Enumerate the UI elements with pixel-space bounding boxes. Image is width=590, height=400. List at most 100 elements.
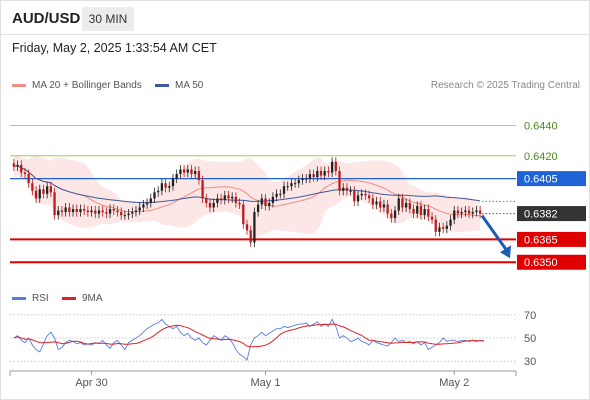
candle — [416, 201, 419, 219]
candle — [453, 205, 456, 225]
candle — [297, 175, 300, 188]
candle-body — [97, 210, 101, 214]
candle — [179, 164, 182, 179]
candle — [42, 184, 45, 199]
datetime-text: Friday, May 2, 2025 1:33:54 AM CET — [12, 41, 217, 55]
candle-body — [57, 210, 60, 216]
candle — [219, 193, 223, 205]
candle — [293, 178, 297, 188]
candle-body — [127, 213, 130, 216]
candle — [356, 190, 360, 206]
candle — [441, 222, 445, 234]
label-pivot-box — [517, 171, 586, 187]
candle-body — [397, 198, 400, 211]
candle — [479, 205, 482, 219]
candle — [234, 192, 238, 208]
candle-body — [149, 198, 152, 203]
candle-body — [20, 164, 23, 173]
candle-body — [179, 169, 182, 175]
candle-body — [375, 201, 378, 205]
candle — [367, 190, 371, 203]
candle — [75, 204, 78, 217]
candle — [142, 199, 145, 213]
candle-body — [449, 219, 452, 226]
candle — [423, 204, 426, 220]
candle — [23, 167, 27, 179]
candle-body — [123, 215, 127, 217]
candle-body — [105, 212, 108, 214]
candle-body — [330, 161, 334, 173]
candle — [430, 212, 434, 225]
candle — [408, 198, 411, 214]
candle-body — [112, 209, 115, 211]
candle-body — [323, 171, 326, 176]
forecast-arrow-head — [500, 245, 511, 259]
candle — [375, 196, 378, 210]
ma50-swatch — [155, 84, 169, 87]
candle — [60, 205, 64, 217]
candle-body — [242, 204, 245, 225]
candle-body — [145, 202, 149, 205]
rsi-tick-50: 50 — [524, 333, 536, 345]
candle — [83, 204, 86, 216]
candle-body — [408, 202, 411, 210]
candle — [208, 198, 212, 213]
candle — [338, 166, 341, 196]
candle — [279, 189, 282, 199]
candle — [349, 186, 352, 196]
candle-body — [175, 174, 178, 179]
candle — [197, 166, 201, 185]
timeframe-badge[interactable]: 30 MIN — [82, 7, 134, 31]
label-support-1-box — [517, 231, 586, 247]
candle-body — [194, 171, 197, 175]
x-tick-label: Apr 30 — [75, 377, 107, 389]
label-last: 0.6382 — [524, 209, 558, 221]
candle — [323, 166, 326, 181]
candle — [330, 157, 334, 178]
candle — [138, 202, 141, 216]
rsi-swatch — [12, 297, 26, 300]
candle — [264, 193, 267, 211]
candle — [116, 205, 119, 217]
candle-body — [316, 171, 319, 178]
candle — [282, 181, 286, 199]
candle — [160, 178, 164, 196]
candle — [286, 181, 289, 191]
candle-body — [116, 210, 119, 213]
candle-body — [342, 187, 345, 191]
candle-body — [379, 201, 382, 208]
candle-body — [434, 219, 437, 232]
candle — [123, 210, 127, 220]
candle-body — [290, 183, 293, 187]
candle-body — [345, 187, 349, 191]
candle — [271, 192, 275, 208]
candle-body — [245, 224, 249, 231]
candle-body — [353, 190, 356, 202]
candle-body — [356, 195, 360, 202]
candle-body — [208, 202, 212, 208]
legend-rsi-label: RSI — [32, 293, 49, 304]
candle — [360, 189, 363, 200]
candle-body — [268, 202, 271, 206]
candle — [475, 205, 478, 217]
candle — [205, 193, 208, 208]
candle — [53, 187, 56, 220]
label-pivot: 0.6405 — [524, 174, 558, 186]
candle-body — [164, 183, 167, 188]
candle-body — [120, 212, 123, 216]
candle-body — [31, 183, 34, 191]
candle — [164, 178, 167, 193]
candle — [301, 174, 304, 185]
candle-body — [216, 198, 219, 203]
candle-body — [134, 210, 138, 213]
candle — [168, 181, 171, 193]
candle — [312, 169, 315, 182]
candle-body — [205, 198, 208, 203]
candle-body — [293, 183, 297, 185]
header-divider — [0, 34, 590, 35]
candle — [412, 204, 415, 219]
candle — [371, 193, 374, 210]
candle-body — [153, 192, 156, 199]
candle-body — [231, 196, 234, 199]
candle — [201, 175, 204, 203]
